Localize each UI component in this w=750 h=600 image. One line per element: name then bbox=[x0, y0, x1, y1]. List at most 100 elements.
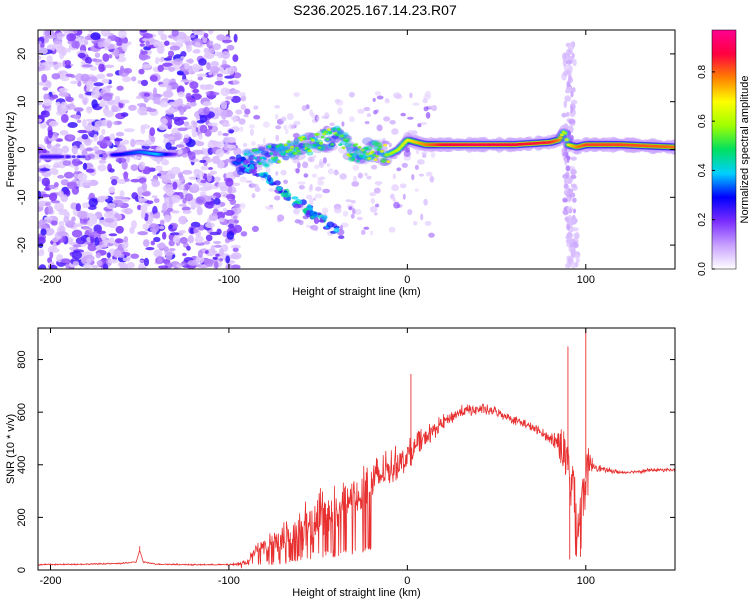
ridge-segment bbox=[672, 145, 675, 149]
noise-speckle bbox=[208, 72, 213, 75]
ridge-segment bbox=[372, 153, 376, 157]
noise-speckle bbox=[204, 200, 215, 209]
streak-speckle bbox=[562, 59, 567, 67]
noise-speckle bbox=[414, 188, 419, 192]
noise-speckle bbox=[208, 48, 215, 55]
noise-speckle bbox=[102, 93, 113, 102]
noise-speckle bbox=[38, 118, 43, 123]
noise-speckle bbox=[181, 169, 193, 175]
noise-speckle bbox=[82, 227, 89, 231]
noise-speckle bbox=[233, 33, 238, 43]
noise-speckle bbox=[230, 244, 241, 249]
noise-speckle bbox=[146, 200, 154, 204]
noise-speckle bbox=[414, 164, 419, 170]
noise-speckle bbox=[153, 236, 161, 243]
noise-speckle bbox=[373, 110, 378, 115]
noise-speckle bbox=[91, 58, 98, 62]
colorbar-tick-label: 0.2 bbox=[697, 212, 708, 226]
ridge-segment bbox=[100, 153, 108, 158]
noise-speckle bbox=[114, 95, 121, 102]
noise-speckle bbox=[185, 124, 196, 129]
noise-speckle bbox=[187, 235, 194, 244]
ridge-segment bbox=[328, 131, 333, 135]
noise-speckle bbox=[195, 196, 206, 205]
noise-speckle bbox=[142, 33, 153, 39]
noise-speckle bbox=[186, 44, 193, 53]
noise-speckle bbox=[297, 162, 301, 169]
noise-speckle bbox=[305, 194, 313, 200]
noise-speckle bbox=[196, 120, 205, 124]
noise-speckle bbox=[302, 161, 309, 169]
noise-speckle bbox=[370, 198, 375, 204]
noise-speckle bbox=[98, 63, 105, 73]
branch-speckle bbox=[243, 159, 249, 165]
noise-speckle bbox=[390, 193, 395, 200]
streak-speckle bbox=[570, 90, 574, 98]
noise-speckle bbox=[103, 64, 115, 69]
streak-speckle bbox=[571, 217, 577, 224]
noise-speckle bbox=[233, 147, 242, 157]
y-tick-label: 400 bbox=[16, 456, 28, 474]
noise-speckle bbox=[78, 93, 84, 99]
noise-speckle bbox=[77, 80, 82, 87]
noise-speckle bbox=[228, 223, 235, 229]
noise-speckle bbox=[77, 210, 88, 220]
noise-speckle bbox=[131, 76, 137, 82]
noise-speckle bbox=[152, 87, 158, 96]
noise-speckle bbox=[391, 128, 399, 135]
noise-speckle bbox=[77, 52, 86, 59]
noise-speckle bbox=[95, 245, 103, 250]
noise-speckle bbox=[329, 122, 335, 127]
noise-speckle bbox=[297, 181, 306, 185]
noise-speckle bbox=[118, 53, 126, 58]
noise-speckle bbox=[152, 205, 158, 215]
ridge-segment bbox=[330, 143, 335, 146]
y-tick-label: -20 bbox=[16, 237, 28, 253]
noise-speckle bbox=[199, 191, 207, 196]
noise-speckle bbox=[215, 148, 224, 158]
noise-speckle bbox=[108, 168, 115, 173]
noise-speckle bbox=[93, 134, 98, 142]
noise-speckle bbox=[54, 182, 59, 188]
noise-speckle bbox=[57, 231, 68, 237]
ridge-segment bbox=[383, 143, 388, 147]
noise-speckle bbox=[145, 220, 152, 225]
noise-speckle bbox=[138, 161, 146, 171]
noise-speckle bbox=[226, 137, 236, 144]
noise-speckle bbox=[61, 105, 67, 110]
streak-speckle bbox=[566, 225, 570, 231]
noise-speckle bbox=[163, 133, 171, 139]
noise-speckle bbox=[58, 87, 68, 93]
ridge-segment bbox=[267, 145, 272, 148]
noise-speckle bbox=[81, 64, 93, 68]
noise-speckle bbox=[220, 87, 230, 97]
noise-speckle bbox=[196, 206, 203, 216]
noise-speckle bbox=[141, 50, 148, 55]
noise-speckle bbox=[130, 178, 141, 183]
noise-speckle bbox=[167, 169, 174, 175]
noise-speckle bbox=[293, 92, 300, 97]
branch-speckle bbox=[313, 217, 320, 224]
y-tick-label: 10 bbox=[16, 96, 28, 108]
noise-speckle bbox=[134, 141, 144, 145]
noise-speckle bbox=[50, 220, 58, 226]
ridge-segment bbox=[277, 160, 282, 164]
branch-speckle bbox=[286, 196, 291, 202]
noise-speckle bbox=[218, 217, 225, 223]
ridge-segment bbox=[381, 160, 386, 163]
noise-speckle bbox=[210, 66, 220, 73]
spectrogram-y-axis-label: Frequency (Hz) bbox=[5, 112, 17, 188]
noise-speckle bbox=[42, 149, 47, 154]
noise-speckle bbox=[139, 30, 148, 33]
noise-speckle bbox=[348, 91, 355, 98]
streak-speckle bbox=[565, 239, 572, 244]
ridge-segment bbox=[81, 155, 86, 159]
colorbar-tick-label: 0.4 bbox=[697, 163, 708, 177]
noise-speckle bbox=[326, 163, 331, 167]
noise-speckle bbox=[38, 176, 42, 182]
noise-speckle bbox=[106, 203, 116, 210]
noise-speckle bbox=[310, 224, 319, 231]
noise-speckle bbox=[87, 243, 97, 252]
noise-speckle bbox=[59, 130, 69, 136]
noise-speckle bbox=[153, 41, 162, 48]
